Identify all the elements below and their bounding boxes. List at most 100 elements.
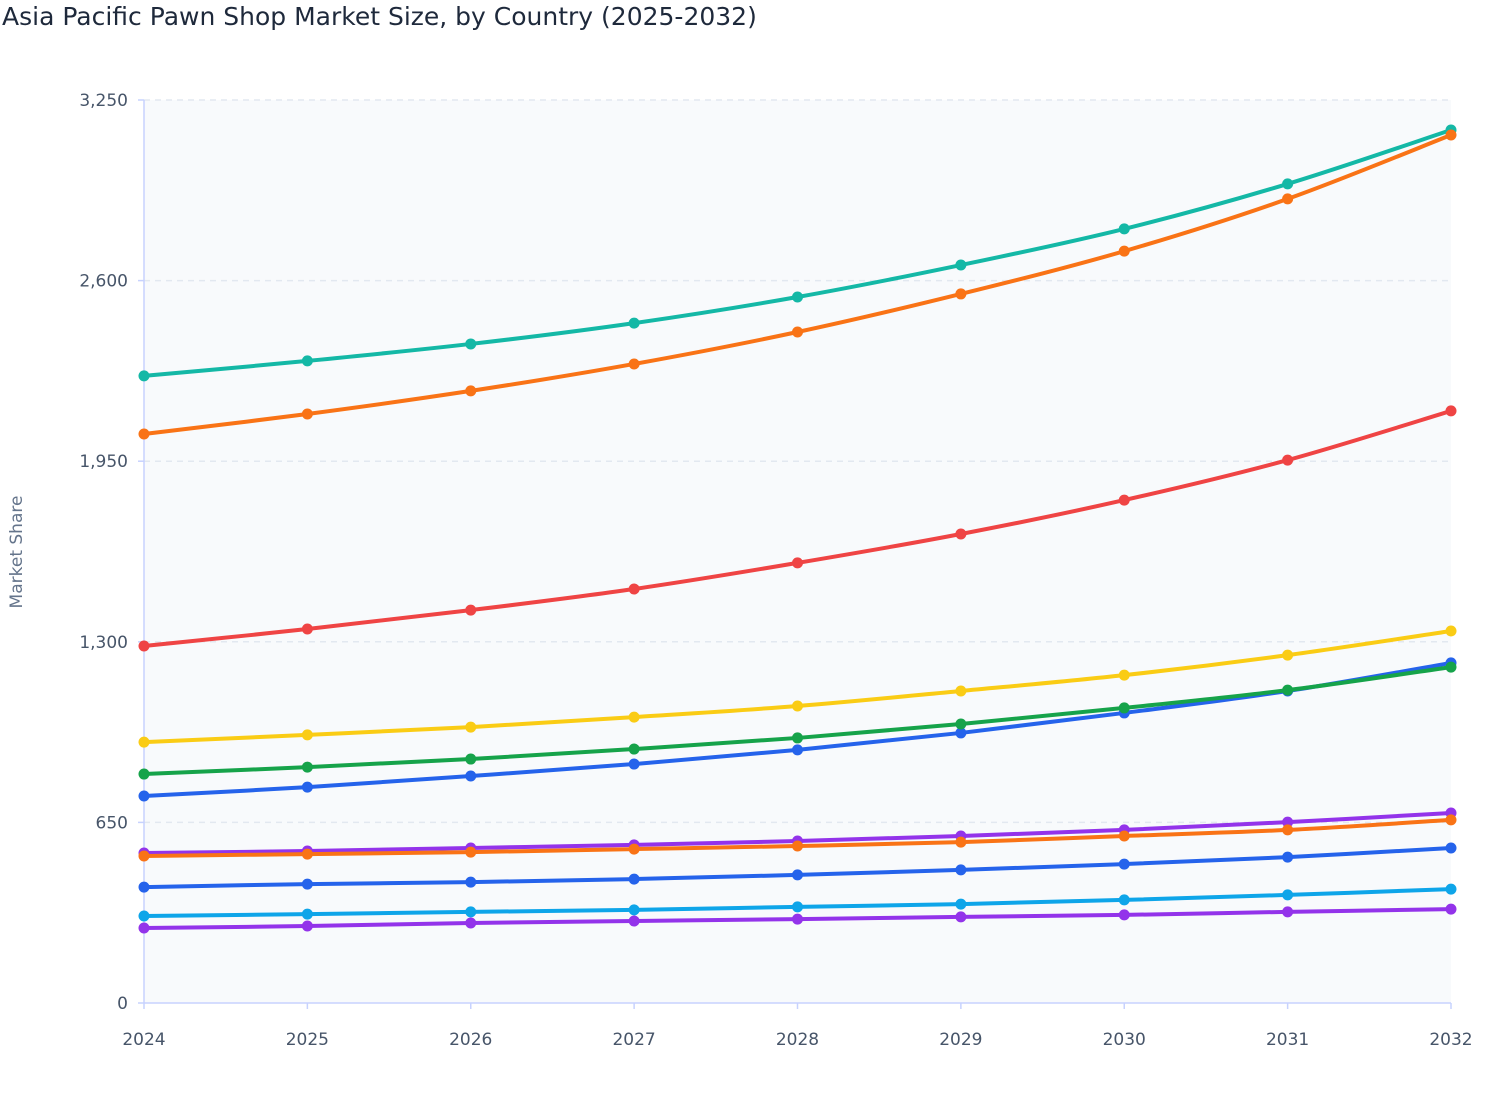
data-point [1118, 909, 1130, 921]
x-tick-label: 2028 [776, 1030, 819, 1050]
data-point [301, 761, 313, 773]
data-point [465, 846, 477, 858]
data-point [1282, 824, 1294, 836]
series-9 [138, 842, 1457, 893]
data-point [1282, 178, 1294, 190]
gridlines [144, 99, 1451, 824]
x-tick-label: 2030 [1103, 1030, 1146, 1050]
x-tick-label: 2027 [612, 1030, 655, 1050]
data-point [1282, 193, 1294, 205]
data-point [1445, 625, 1457, 637]
data-point [301, 729, 313, 741]
data-point [301, 355, 313, 367]
data-point [955, 898, 967, 910]
data-point [792, 840, 803, 852]
data-point [792, 913, 803, 925]
data-point [792, 557, 803, 569]
x-tick-label: 2032 [1429, 1030, 1472, 1050]
data-point [1118, 494, 1130, 506]
data-point [1445, 814, 1457, 826]
data-point [628, 873, 640, 885]
data-point [138, 850, 150, 862]
data-point [1445, 661, 1457, 673]
data-point [955, 911, 967, 923]
data-point [465, 906, 477, 918]
series-4 [138, 625, 1457, 748]
y-tick-label: 2,600 [79, 272, 128, 292]
data-point [465, 385, 477, 397]
data-point [1445, 883, 1457, 895]
data-point [1118, 830, 1130, 842]
data-point [465, 604, 477, 616]
data-point [1445, 903, 1457, 915]
data-point [792, 901, 803, 913]
x-ticks: 2024 2025 2026 2027 2028 2029 2030 2031 2032 [122, 1003, 1473, 1050]
data-point [301, 623, 313, 635]
x-tick-label: 2024 [122, 1030, 165, 1050]
data-point [465, 753, 477, 765]
y-tick-label: 0 [117, 994, 128, 1014]
y-axis-label: Market Share [7, 496, 27, 609]
series-2 [138, 129, 1457, 440]
data-point [465, 917, 477, 929]
data-point [792, 744, 803, 756]
data-point [1445, 405, 1457, 417]
data-point [1282, 816, 1294, 828]
data-point [1118, 223, 1130, 235]
data-point [138, 428, 150, 440]
data-point [955, 685, 967, 697]
series-group [138, 124, 1457, 934]
data-point [955, 288, 967, 300]
data-point [792, 732, 803, 744]
data-point [955, 836, 967, 848]
data-point [301, 908, 313, 920]
data-point [465, 721, 477, 733]
data-point [465, 876, 477, 888]
chart-title: Asia Pacific Pawn Shop Market Size, by C… [2, 2, 757, 31]
data-point [792, 869, 803, 881]
data-point [955, 528, 967, 540]
data-point [1118, 702, 1130, 714]
data-point [1118, 669, 1130, 681]
y-tick-label: 3,250 [79, 91, 128, 111]
data-point [628, 711, 640, 723]
data-point [792, 291, 803, 303]
data-point [628, 904, 640, 916]
data-point [1282, 454, 1294, 466]
data-point [138, 768, 150, 780]
data-point [301, 920, 313, 932]
data-point [301, 781, 313, 793]
x-tick-label: 2026 [449, 1030, 492, 1050]
data-point [1118, 894, 1130, 906]
data-point [628, 358, 640, 370]
data-point [628, 583, 640, 595]
data-point [628, 317, 640, 329]
data-point [955, 259, 967, 271]
x-tick-label: 2029 [939, 1030, 982, 1050]
data-point [628, 758, 640, 770]
data-point [301, 848, 313, 860]
data-point [955, 864, 967, 876]
series-8 [138, 814, 1457, 862]
data-point [1282, 889, 1294, 901]
data-point [792, 326, 803, 338]
data-point [628, 843, 640, 855]
series-11 [138, 903, 1457, 934]
data-point [138, 790, 150, 802]
x-tick-label: 2031 [1266, 1030, 1309, 1050]
data-point [628, 915, 640, 927]
data-point [465, 770, 477, 782]
data-point [1445, 129, 1457, 141]
data-point [955, 718, 967, 730]
data-point [1282, 906, 1294, 918]
plot-background [144, 100, 1451, 1003]
data-point [465, 338, 477, 350]
data-point [1118, 858, 1130, 870]
series-3 [138, 405, 1457, 652]
data-point [138, 370, 150, 382]
x-tick-label: 2025 [286, 1030, 329, 1050]
y-tick-label: 1,300 [79, 633, 128, 653]
data-point [138, 881, 150, 893]
y-tick-label: 1,950 [79, 452, 128, 472]
